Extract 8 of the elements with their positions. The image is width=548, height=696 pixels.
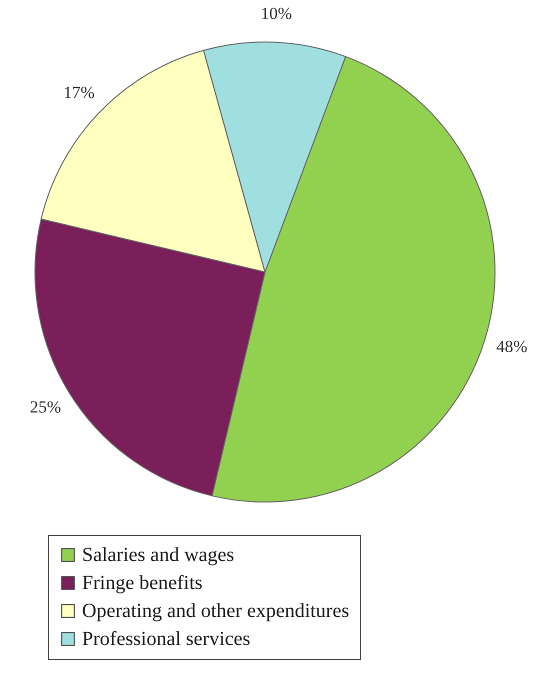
legend-label: Operating and other expenditures <box>82 600 350 622</box>
data-label: 25% <box>30 398 62 417</box>
data-label: 10% <box>260 4 292 24</box>
legend-label: Fringe benefits <box>82 572 203 594</box>
data-label: 17% <box>64 83 95 102</box>
data-label: 48% <box>496 337 528 356</box>
legend-label: Professional services <box>82 628 251 650</box>
legend-label: Salaries and wages <box>82 544 234 566</box>
